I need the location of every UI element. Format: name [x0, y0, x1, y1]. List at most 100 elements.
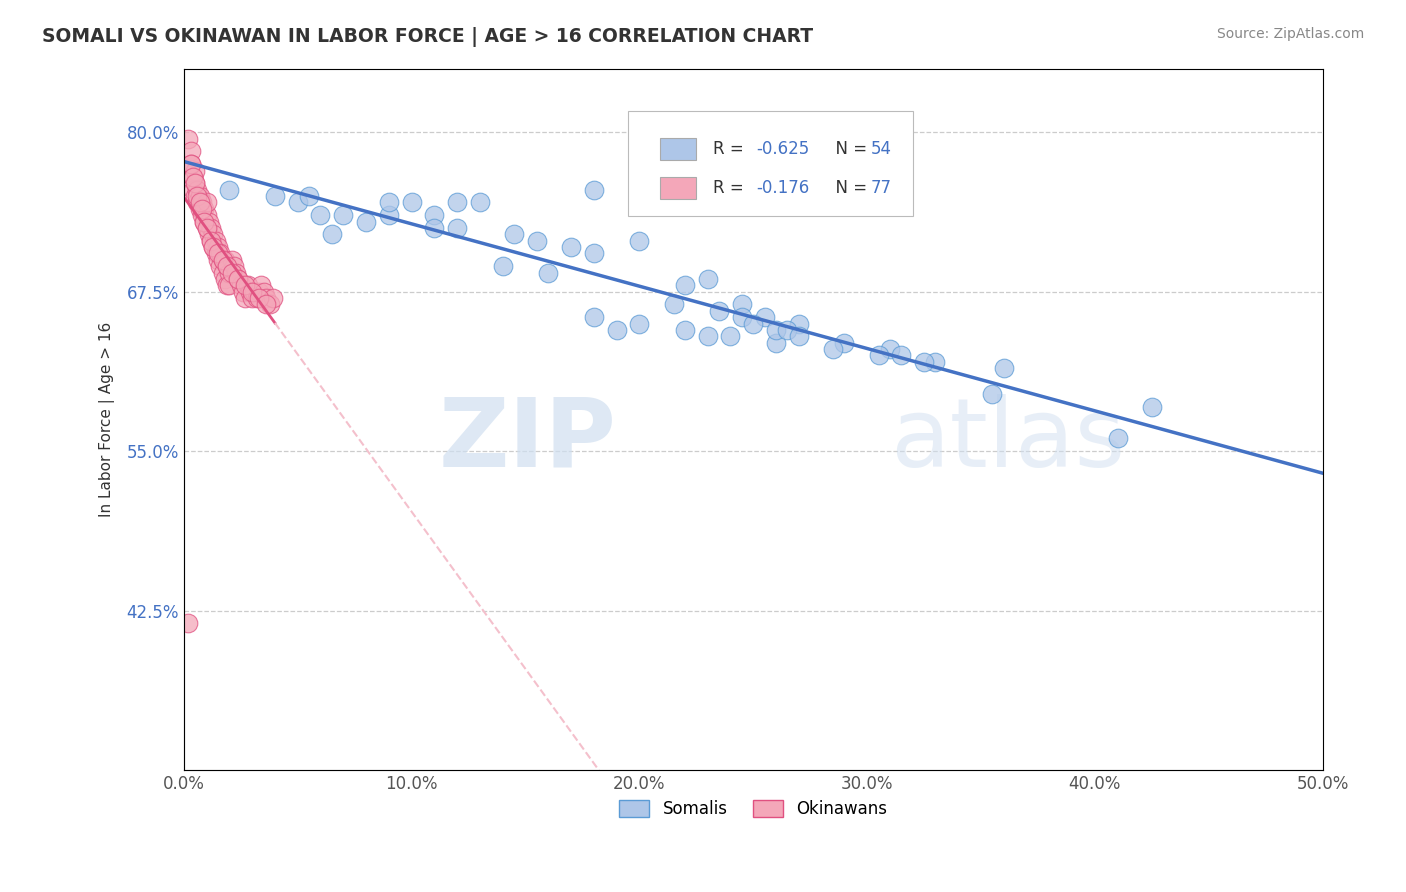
Point: [180, 145, 202, 159]
Point: [195, 208, 218, 222]
Point: [879, 342, 901, 356]
Point: [217, 259, 239, 273]
Point: [526, 234, 548, 248]
Point: [228, 272, 250, 286]
Point: [221, 266, 243, 280]
Point: [207, 252, 229, 267]
Text: N =: N =: [825, 140, 872, 158]
Point: [776, 323, 799, 337]
Point: [821, 342, 844, 356]
Point: [246, 291, 269, 305]
Point: [492, 259, 515, 273]
Point: [662, 297, 685, 311]
Point: [993, 361, 1015, 376]
Point: [354, 214, 377, 228]
Point: [321, 227, 343, 242]
Point: [912, 355, 935, 369]
Text: ZIP: ZIP: [439, 393, 617, 487]
Point: [1140, 400, 1163, 414]
Point: [468, 195, 491, 210]
Point: [209, 246, 232, 260]
Point: [834, 335, 856, 350]
Point: [239, 285, 262, 299]
Point: [787, 329, 810, 343]
Point: [560, 240, 582, 254]
Y-axis label: In Labor Force | Age > 16: In Labor Force | Age > 16: [100, 322, 115, 516]
Point: [765, 323, 787, 337]
Point: [193, 214, 215, 228]
Point: [204, 246, 226, 260]
Point: [186, 189, 208, 203]
Point: [214, 252, 236, 267]
Point: [787, 317, 810, 331]
Point: [707, 303, 730, 318]
Point: [188, 189, 211, 203]
Point: [243, 285, 266, 299]
Point: [287, 195, 309, 210]
Point: [186, 195, 208, 210]
Point: [195, 195, 218, 210]
Point: [731, 310, 754, 325]
Point: [211, 266, 233, 280]
Text: atlas: atlas: [890, 393, 1125, 487]
Point: [696, 272, 718, 286]
Point: [236, 278, 259, 293]
Point: [754, 310, 776, 325]
Point: [184, 189, 207, 203]
Point: [240, 285, 263, 299]
Point: [193, 214, 215, 228]
Point: [742, 317, 765, 331]
Point: [181, 183, 204, 197]
Point: [262, 291, 284, 305]
Point: [211, 252, 233, 267]
Text: R =: R =: [713, 140, 749, 158]
Point: [606, 323, 628, 337]
Point: [247, 285, 270, 299]
Point: [184, 177, 207, 191]
Point: [186, 183, 208, 197]
Point: [200, 234, 222, 248]
Point: [184, 163, 207, 178]
Point: [214, 272, 236, 286]
Point: [868, 349, 890, 363]
Point: [207, 240, 229, 254]
Point: [233, 278, 256, 293]
Point: [309, 208, 332, 222]
FancyBboxPatch shape: [659, 177, 696, 199]
Point: [890, 349, 912, 363]
Point: [184, 177, 207, 191]
Point: [180, 157, 202, 171]
Point: [924, 355, 946, 369]
Point: [211, 252, 233, 267]
Point: [180, 157, 202, 171]
Point: [250, 278, 273, 293]
Point: [217, 278, 239, 293]
Point: [582, 183, 605, 197]
Point: [177, 131, 200, 145]
Point: [228, 272, 250, 286]
Point: [195, 221, 218, 235]
Point: [765, 335, 787, 350]
Point: [195, 221, 218, 235]
Point: [264, 189, 287, 203]
Point: [537, 266, 560, 280]
Text: 77: 77: [870, 178, 891, 197]
Point: [218, 278, 240, 293]
Text: SOMALI VS OKINAWAN IN LABOR FORCE | AGE > 16 CORRELATION CHART: SOMALI VS OKINAWAN IN LABOR FORCE | AGE …: [42, 27, 813, 46]
Point: [240, 291, 263, 305]
Point: [981, 386, 1004, 401]
Point: [191, 195, 214, 210]
Text: -0.625: -0.625: [756, 140, 810, 158]
Point: [200, 234, 222, 248]
Point: [229, 278, 252, 293]
Point: [423, 221, 446, 235]
Point: [198, 214, 221, 228]
Point: [378, 208, 401, 222]
Point: [254, 291, 277, 305]
Point: [696, 329, 718, 343]
Point: [446, 221, 468, 235]
Point: [209, 259, 232, 273]
Point: [177, 616, 200, 631]
Point: [332, 208, 354, 222]
Point: [198, 227, 221, 242]
